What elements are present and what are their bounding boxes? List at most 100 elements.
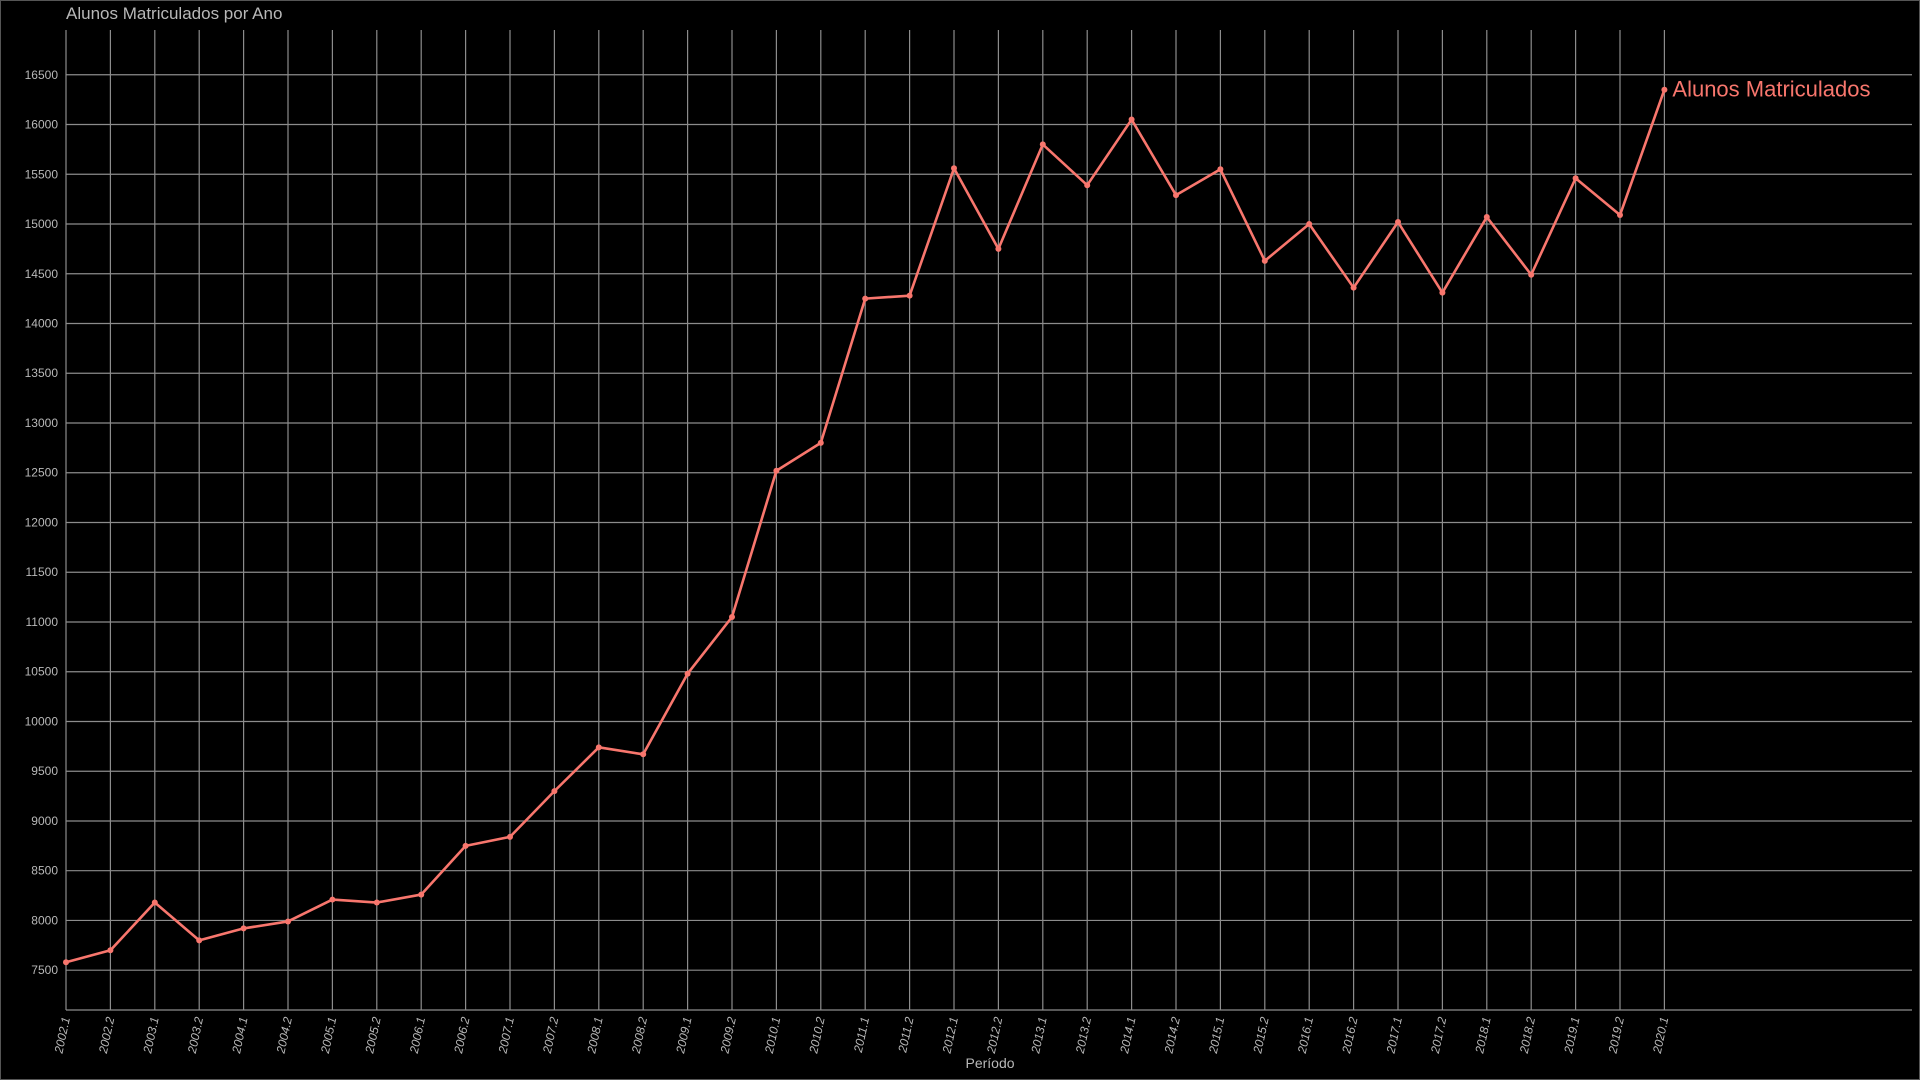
y-tick-label: 11000 [26, 615, 59, 629]
data-point [1661, 86, 1668, 93]
x-tick-label: 2013.1 [1028, 1016, 1050, 1056]
y-tick-label: 10000 [25, 714, 59, 728]
x-tick-label: 2016.2 [1339, 1015, 1361, 1055]
data-point [906, 292, 913, 299]
x-tick-label: 2020.1 [1650, 1016, 1672, 1056]
x-tick-label: 2005.1 [318, 1016, 340, 1056]
data-point [1084, 182, 1091, 189]
data-point [1528, 271, 1535, 278]
data-point [329, 896, 336, 903]
x-axis-title: Período [965, 1055, 1015, 1071]
data-point [418, 891, 425, 898]
data-point [684, 670, 691, 677]
x-tick-label: 2011.1 [851, 1016, 872, 1055]
y-tick-label: 13000 [25, 416, 59, 430]
y-tick-label: 9500 [31, 764, 58, 778]
data-point [1261, 257, 1268, 264]
chart-title: Alunos Matriculados por Ano [66, 4, 283, 23]
data-point [1439, 289, 1446, 296]
data-point [1217, 166, 1224, 173]
x-tick-label: 2019.1 [1561, 1016, 1583, 1056]
x-tick-label: 2017.1 [1383, 1016, 1405, 1056]
data-point [107, 947, 114, 954]
y-tick-label: 12500 [25, 466, 59, 480]
x-tick-label: 2002.2 [96, 1015, 118, 1055]
x-tick-label: 2018.2 [1517, 1015, 1539, 1055]
data-point [551, 788, 558, 795]
y-tick-label: 10500 [25, 665, 59, 679]
axis-lines [65, 30, 1912, 1011]
x-gridlines [109, 30, 1666, 1010]
data-point [995, 245, 1002, 252]
x-tick-label: 2006.2 [451, 1015, 473, 1055]
x-tick-label: 2005.2 [362, 1015, 384, 1055]
x-tick-label: 2009.2 [717, 1015, 739, 1055]
data-point [773, 467, 780, 474]
data-point [1306, 221, 1313, 228]
data-point [63, 959, 69, 966]
x-tick-label: 2018.1 [1472, 1016, 1494, 1056]
series-label: Alunos Matriculados [1672, 77, 1870, 102]
x-tick-label: 2012.2 [984, 1015, 1006, 1055]
y-tick-label: 16500 [25, 68, 59, 82]
data-point [1483, 214, 1490, 221]
y-tick-label: 13500 [25, 366, 59, 380]
data-point [640, 751, 647, 758]
y-tick-label: 15500 [25, 167, 59, 181]
data-point [1350, 284, 1357, 291]
x-tick-label: 2010.2 [806, 1015, 828, 1055]
data-point [1572, 175, 1579, 182]
x-tick-label: 2012.1 [939, 1016, 961, 1056]
y-tick-label: 8500 [31, 864, 58, 878]
data-point [817, 439, 824, 446]
data-point [1395, 219, 1401, 226]
data-point [373, 899, 380, 906]
series-layer: Alunos Matriculados [63, 77, 1871, 966]
x-tick-label: 2003.2 [185, 1015, 207, 1055]
x-tick-label: 2008.2 [629, 1015, 651, 1055]
data-point [1617, 212, 1623, 219]
x-tick-label: 2004.1 [229, 1016, 251, 1056]
x-tick-labels: 2002.1 2002.2 2003.1 2003.2 2004.1 2004.2 2005… [51, 1015, 1671, 1055]
y-gridlines [66, 74, 1912, 971]
x-tick-label: 2017.2 [1428, 1015, 1450, 1055]
data-point [595, 744, 602, 751]
y-tick-label: 14000 [25, 317, 59, 331]
data-point [240, 925, 247, 932]
x-tick-label: 2016.1 [1295, 1016, 1317, 1056]
data-point [1039, 141, 1046, 148]
y-tick-label: 7500 [31, 963, 58, 977]
y-tick-label: 11500 [26, 565, 59, 579]
data-point [285, 918, 291, 925]
data-point [729, 614, 735, 621]
x-tick-label: 2002.1 [51, 1016, 73, 1056]
x-tick-label: 2008.1 [584, 1016, 606, 1056]
y-tick-label: 12000 [25, 515, 59, 529]
y-tick-label: 8000 [31, 913, 58, 927]
x-tick-label: 2014.1 [1117, 1016, 1139, 1056]
x-tick-label: 2013.2 [1073, 1015, 1095, 1055]
x-tick-label: 2009.1 [673, 1016, 695, 1056]
data-point [196, 937, 203, 944]
x-tick-label: 2015.1 [1206, 1016, 1228, 1056]
y-tick-label: 14500 [25, 267, 59, 281]
y-tick-label: 9000 [31, 814, 58, 828]
x-tick-label: 2019.2 [1605, 1015, 1627, 1055]
data-point [862, 295, 869, 302]
data-point [462, 842, 469, 849]
data-point [1173, 192, 1179, 199]
y-tick-labels: 7500 8000 8500 9000 9500 10000 10500 11000 11500… [25, 68, 59, 977]
x-tick-label: 2007.1 [495, 1016, 517, 1056]
x-tick-label: 2003.1 [140, 1016, 162, 1056]
y-tick-label: 16000 [25, 118, 59, 132]
data-point [507, 833, 513, 840]
y-tick-label: 15000 [25, 217, 59, 231]
data-point [1128, 116, 1135, 123]
x-tick-label: 2006.1 [407, 1016, 429, 1056]
x-tick-label: 2011.2 [895, 1015, 916, 1054]
data-point [951, 165, 957, 172]
data-point [151, 899, 158, 906]
x-tick-label: 2010.1 [762, 1016, 784, 1056]
x-tick-label: 2007.2 [540, 1015, 562, 1055]
